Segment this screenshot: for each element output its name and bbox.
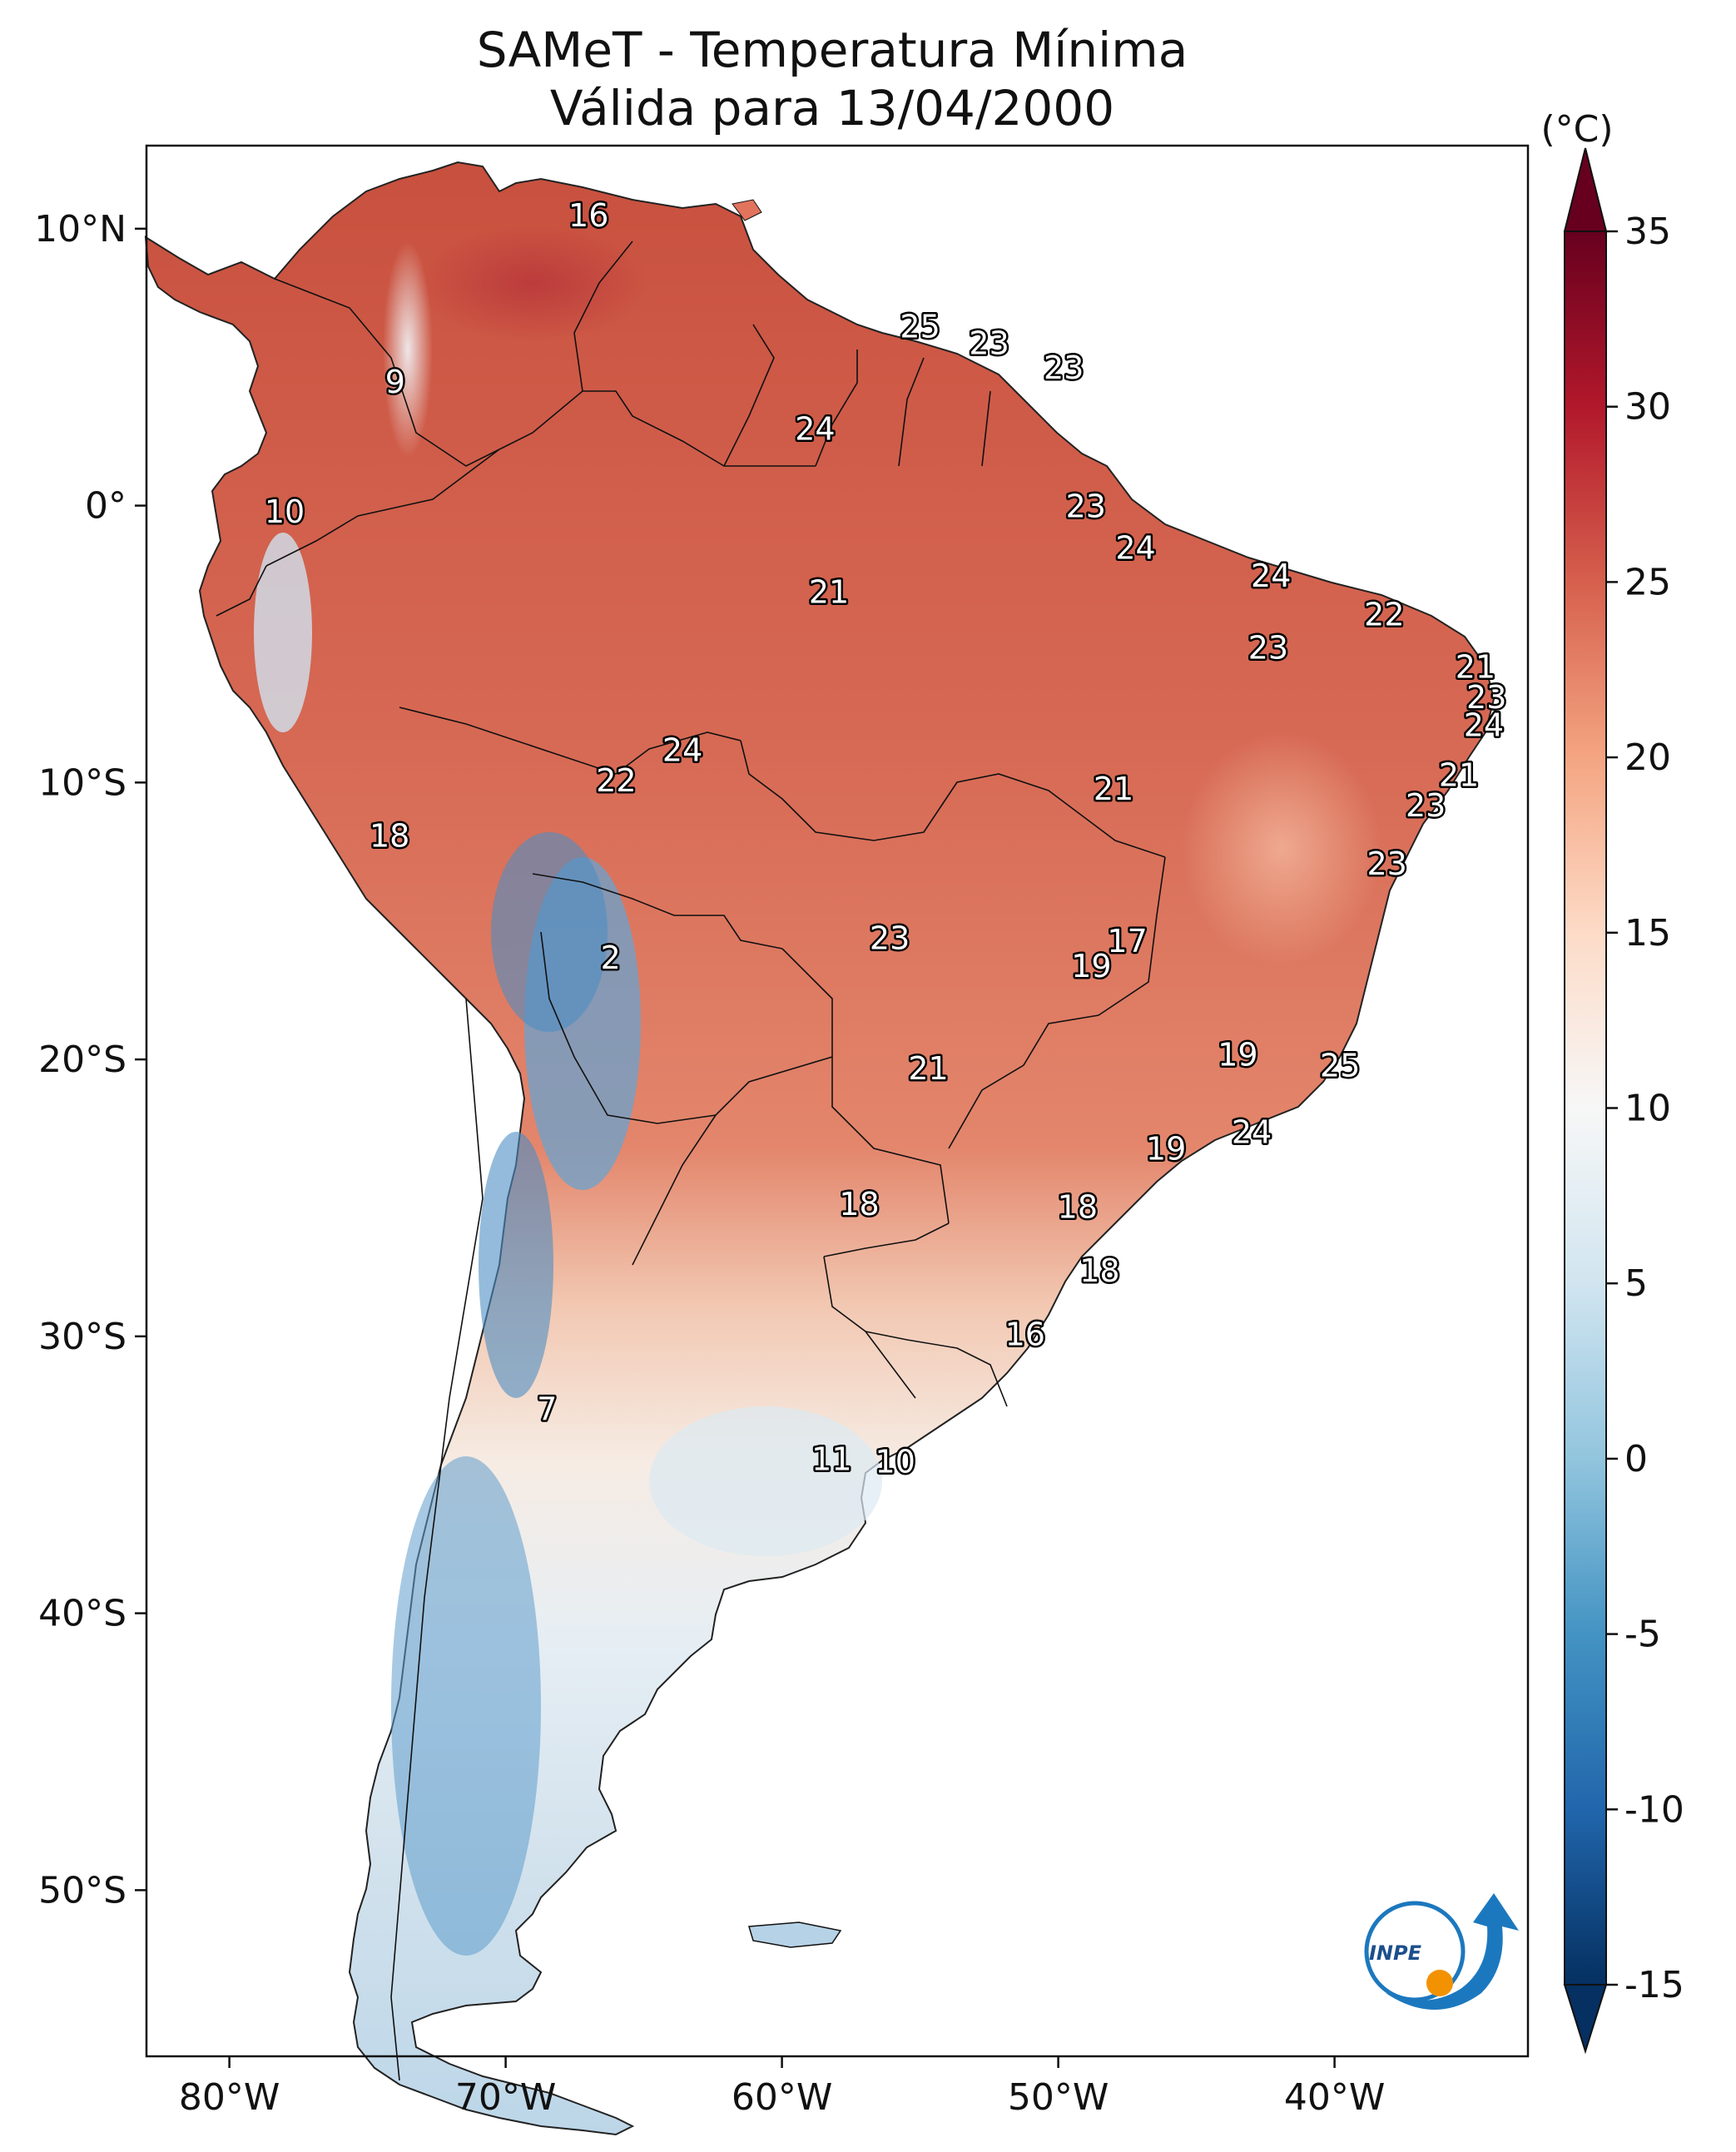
colorbar-bottom-extension <box>1563 1984 1608 2055</box>
lon-tick-label: 60°W <box>732 2076 833 2119</box>
lat-tick-label: 20°S <box>38 1039 126 1081</box>
temperature-label: 24 <box>662 731 702 768</box>
map-frame <box>145 144 1530 2058</box>
inpe-logo: INPE <box>1364 1893 1519 2010</box>
temperature-label: 24 <box>795 410 835 447</box>
andes-cold-zone <box>491 832 608 1032</box>
colorbar-tick-label: 10 <box>1624 1088 1671 1130</box>
colorbar-tick-label: 30 <box>1624 386 1671 429</box>
temperature-label: 23 <box>1466 679 1506 716</box>
country-borders <box>216 240 1166 2081</box>
temperature-label: 23 <box>1367 845 1407 882</box>
temperature-label: 23 <box>1406 787 1446 824</box>
lon-tick-label: 70°W <box>455 2076 557 2119</box>
map-subtitle: Válida para 13/04/2000 <box>549 80 1115 136</box>
east-brazil-cool-zone <box>1182 732 1381 965</box>
andes-cold-zone <box>479 1132 553 1398</box>
temperature-label: 21 <box>908 1050 948 1087</box>
temperature-label: 25 <box>900 308 940 345</box>
temperature-label: 19 <box>1218 1036 1257 1073</box>
temperature-label: 23 <box>1044 350 1084 386</box>
colorbar-tick-label: 0 <box>1624 1438 1648 1480</box>
lat-tick-label: 0° <box>85 485 126 528</box>
temperature-label: 22 <box>1364 596 1404 632</box>
temperature-label: 22 <box>596 762 636 799</box>
lon-tick-label: 80°W <box>179 2076 280 2119</box>
temperature-label: 23 <box>969 325 1009 361</box>
temperature-label: 24 <box>1251 558 1291 594</box>
temperature-label: 21 <box>1456 649 1495 686</box>
lat-tick-label: 50°S <box>38 1869 126 1912</box>
temperature-label: 23 <box>1248 629 1288 666</box>
temperature-label: 21 <box>1439 756 1479 793</box>
temperature-label: 16 <box>568 197 608 234</box>
colorbar: (°C) 35 30 25 20 15 10 5 0 -5 -10 -15 <box>1540 108 1684 2055</box>
temperature-label: 24 <box>1232 1114 1272 1151</box>
temperature-label: 23 <box>1066 488 1106 525</box>
temperature-label: 18 <box>370 818 409 855</box>
temperature-label: 24 <box>1115 529 1155 566</box>
temperature-label: 9 <box>385 364 405 400</box>
colorbar-tick-label: 5 <box>1624 1262 1648 1305</box>
logo-orbit-icon <box>1364 1901 1466 2002</box>
temperature-label: 18 <box>1058 1188 1098 1225</box>
temperature-label: 2 <box>601 940 621 976</box>
temperature-label: 11 <box>811 1440 851 1477</box>
colorbar-unit: (°C) <box>1540 108 1613 151</box>
lat-tick-label: 10°S <box>38 761 126 804</box>
lat-tick-label: 30°S <box>38 1316 126 1358</box>
south-america-land <box>144 161 1495 2136</box>
temperature-label: 16 <box>1005 1316 1045 1353</box>
colorbar-tick-label: -5 <box>1624 1614 1661 1656</box>
andes-cold-zone <box>254 533 312 732</box>
lat-tick-label: 40°S <box>38 1593 126 1635</box>
lon-tick-label: 50°W <box>1008 2076 1109 2119</box>
temperature-label: 7 <box>537 1391 557 1427</box>
temperature-label: 17 <box>1107 923 1147 959</box>
colorbar-tick-label: -15 <box>1624 1964 1684 2006</box>
temperature-label: 18 <box>1079 1252 1119 1289</box>
temperature-label: 19 <box>1071 948 1111 984</box>
colorbar-tick-label: 25 <box>1624 561 1671 603</box>
temperature-label: 23 <box>870 920 910 957</box>
colorbar-tick-label: 20 <box>1624 736 1671 779</box>
temperature-label: 18 <box>839 1186 879 1222</box>
colorbar-ticks: 35 30 25 20 15 10 5 0 -5 -10 -15 <box>1606 211 1684 2006</box>
logo-swoosh-icon <box>1386 1893 1519 2010</box>
logo-sun-icon <box>1426 1970 1453 1996</box>
falkland-islands <box>748 1921 842 1948</box>
temperature-label: 10 <box>265 493 305 530</box>
patagonia-cold-zone <box>391 1456 541 1956</box>
temperature-label: 19 <box>1146 1131 1186 1168</box>
colorbar-tick-label: -10 <box>1624 1788 1684 1831</box>
caribbean-islands <box>732 199 762 221</box>
logo-text: INPE <box>1369 1941 1422 1965</box>
axis-ticks: 80°W 70°W 60°W 50°W 40°W 10°N 0° 10°S 20°S 30°S 40… <box>34 208 1385 2119</box>
north-warm-zone <box>416 225 649 341</box>
temperature-label: 10 <box>875 1444 915 1480</box>
colorbar-tick-label: 15 <box>1624 912 1671 955</box>
temperature-label: 21 <box>1094 771 1133 807</box>
colorbar-ramp <box>1564 231 1607 1986</box>
colorbar-tick-label: 35 <box>1624 211 1671 253</box>
temperature-label: 24 <box>1464 707 1504 743</box>
temperature-label: 25 <box>1320 1048 1360 1084</box>
pampas-cool-zone <box>649 1406 882 1556</box>
lon-tick-label: 40°W <box>1284 2076 1386 2119</box>
map-title: SAMeT - Temperatura Mínima <box>476 22 1188 78</box>
temperature-label: 21 <box>809 574 849 611</box>
lat-tick-label: 10°N <box>34 208 126 250</box>
colorbar-top-extension <box>1563 147 1608 232</box>
